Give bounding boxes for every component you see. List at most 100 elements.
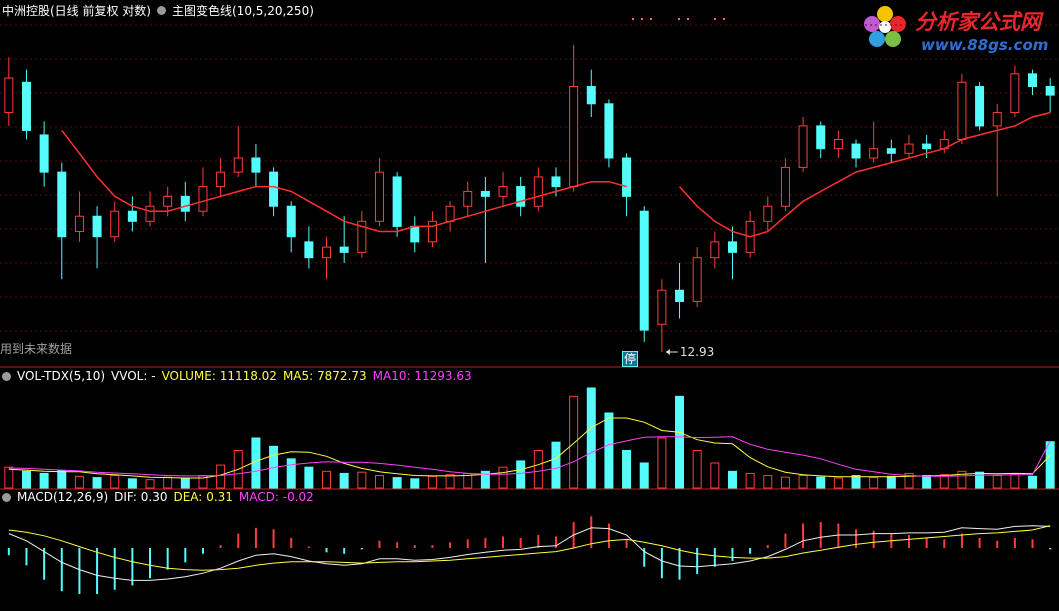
candle-body: [286, 205, 296, 238]
volume-bar: [304, 466, 314, 489]
trend-line: [61, 111, 1051, 238]
candle-body: [21, 81, 31, 131]
candle-body: [392, 176, 402, 227]
candle-body: [410, 225, 420, 243]
volume-bar: [427, 475, 437, 489]
future-data-note: 用到未来数据: [0, 342, 73, 356]
candle-body: [586, 86, 596, 105]
candle-body: [639, 210, 649, 331]
header-icon[interactable]: [157, 6, 166, 15]
volume-bar: [1045, 441, 1055, 489]
logo-title: 分析家公式网: [915, 10, 1041, 34]
candle-body: [339, 246, 349, 253]
volume-bar: [1028, 475, 1038, 489]
candle-body: [657, 289, 667, 325]
volume-bar: [39, 472, 49, 489]
candle-body: [269, 171, 279, 207]
legend-value: -0.02: [282, 490, 314, 504]
candle-body: [145, 205, 155, 222]
volume-bar: [551, 441, 561, 489]
legend-value: 0.30: [140, 490, 168, 504]
volume-bar: [710, 462, 720, 489]
volume-bar: [886, 475, 896, 489]
logo-url: www.88gs.com: [921, 36, 1049, 54]
candle-body: [498, 186, 508, 197]
volume-bar: [569, 395, 579, 489]
volume-bar: [780, 476, 790, 489]
volume-title: VOL-TDX(5,10): [17, 369, 106, 383]
volume-bar: [127, 478, 137, 489]
candle-body: [374, 171, 384, 222]
candle-body: [710, 241, 720, 259]
candle-body: [92, 215, 102, 238]
candle-body: [622, 157, 632, 197]
legend-label: MACD:: [238, 490, 279, 504]
candle-body: [516, 186, 526, 207]
volume-bar: [74, 475, 84, 489]
volume-bar: [922, 475, 932, 489]
candle-body: [675, 289, 685, 302]
volume-bar: [904, 472, 914, 489]
volume-bar: [639, 462, 649, 489]
candle-body: [57, 171, 67, 238]
volume-bar: [992, 475, 1002, 489]
candle-body: [233, 157, 243, 173]
candle-body: [904, 143, 914, 154]
volume-bar: [657, 437, 667, 489]
candle-body: [833, 138, 843, 150]
candle-body: [533, 176, 543, 207]
legend-value: 11118.02: [219, 369, 277, 383]
legend-value: 0.31: [206, 490, 233, 504]
suspend-badge: 停: [622, 351, 638, 367]
macd-title: MACD(12,26,9): [17, 490, 109, 504]
candle-body: [357, 220, 367, 253]
candle-body: [1010, 73, 1020, 114]
volume-bar: [851, 475, 861, 489]
volume-bar: [604, 412, 614, 489]
candle-body: [992, 112, 1002, 127]
candle-body: [445, 205, 455, 222]
legend-value: 7872.73: [317, 369, 367, 383]
logo: 分析家公式网 www.88gs.com: [915, 6, 1048, 54]
volume-bar: [833, 477, 843, 489]
volume-bar: [339, 472, 349, 489]
volume-bar: [675, 395, 685, 489]
header-icon[interactable]: [2, 371, 11, 381]
stock-title: 中洲控股(日线 前复权 对数): [2, 4, 151, 18]
candle-body: [463, 190, 473, 207]
volume-bar: [163, 476, 173, 489]
volume-bar: [57, 470, 67, 489]
legend-value: 11293.63: [414, 369, 472, 383]
candle-body: [427, 220, 437, 243]
candle-body: [869, 148, 879, 159]
legend-label: MA5:: [282, 369, 314, 383]
volume-bar: [869, 477, 879, 489]
low-arrow-head: [665, 349, 670, 355]
volume-bar: [957, 470, 967, 489]
volume-bar: [410, 478, 420, 489]
candle-body: [304, 241, 314, 259]
indicator-title: 主图变色线(10,5,20,250): [172, 4, 314, 18]
volume-bar: [975, 471, 985, 489]
volume-bar: [357, 471, 367, 489]
volume-bar: [322, 470, 332, 489]
volume-header: VOL-TDX(5,10) VVOL: - VOLUME: 11118.02 M…: [2, 369, 472, 383]
legend-label: DIF:: [114, 490, 137, 504]
volume-bar: [586, 387, 596, 489]
header-icon[interactable]: [2, 492, 11, 502]
legend-label: MA10:: [372, 369, 411, 383]
volume-subtitle: VVOL: -: [111, 369, 156, 383]
volume-bar: [622, 450, 632, 489]
volume-bar: [4, 466, 14, 489]
volume-bar: [145, 479, 155, 489]
volume-bar: [286, 458, 296, 489]
top-dots: [632, 18, 725, 20]
main-header: 中洲控股(日线 前复权 对数) 主图变色线(10,5,20,250): [2, 2, 314, 19]
candle-body: [975, 86, 985, 127]
legend-label: DEA:: [173, 490, 203, 504]
volume-bar: [110, 475, 120, 489]
volume-bar: [374, 475, 384, 489]
candle-body: [39, 134, 49, 173]
